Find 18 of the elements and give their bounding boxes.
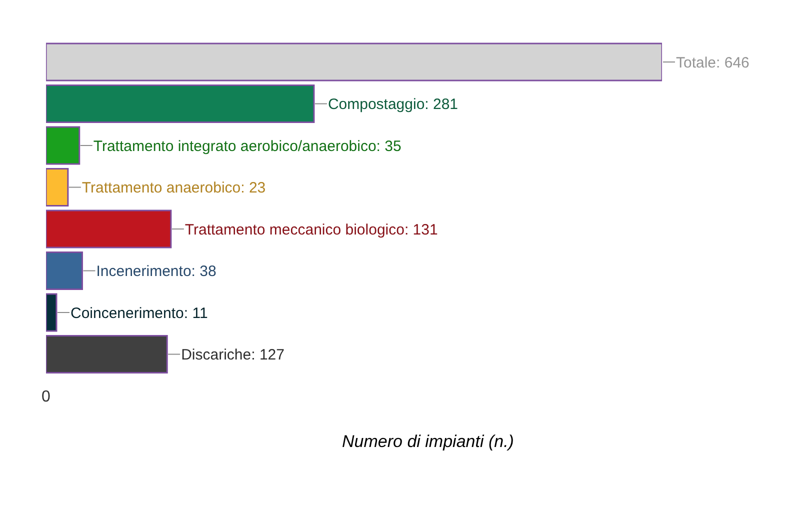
bar <box>46 293 58 332</box>
data-label: Compostaggio: 281 <box>328 96 458 114</box>
bar <box>46 168 69 207</box>
data-label: Discariche: 127 <box>181 346 284 364</box>
x-axis-title: Numero di impianti (n.) <box>342 432 514 451</box>
data-label: Totale: 646 <box>676 54 750 72</box>
bar <box>46 126 80 165</box>
bar <box>46 335 168 374</box>
data-label: Incenerimento: 38 <box>96 263 216 280</box>
data-label: Trattamento meccanico biologico: 131 <box>184 221 438 238</box>
data-label: Coincenerimento: 11 <box>70 304 208 322</box>
bar <box>46 210 172 248</box>
data-label: Trattamento integrato aerobico/anaerobico: 35 <box>93 138 402 155</box>
bar <box>46 84 315 124</box>
text: 0 <box>42 388 51 406</box>
bar <box>46 252 83 290</box>
bar <box>46 42 662 82</box>
data-label: Trattamento anaerobico: 23 <box>82 180 266 197</box>
